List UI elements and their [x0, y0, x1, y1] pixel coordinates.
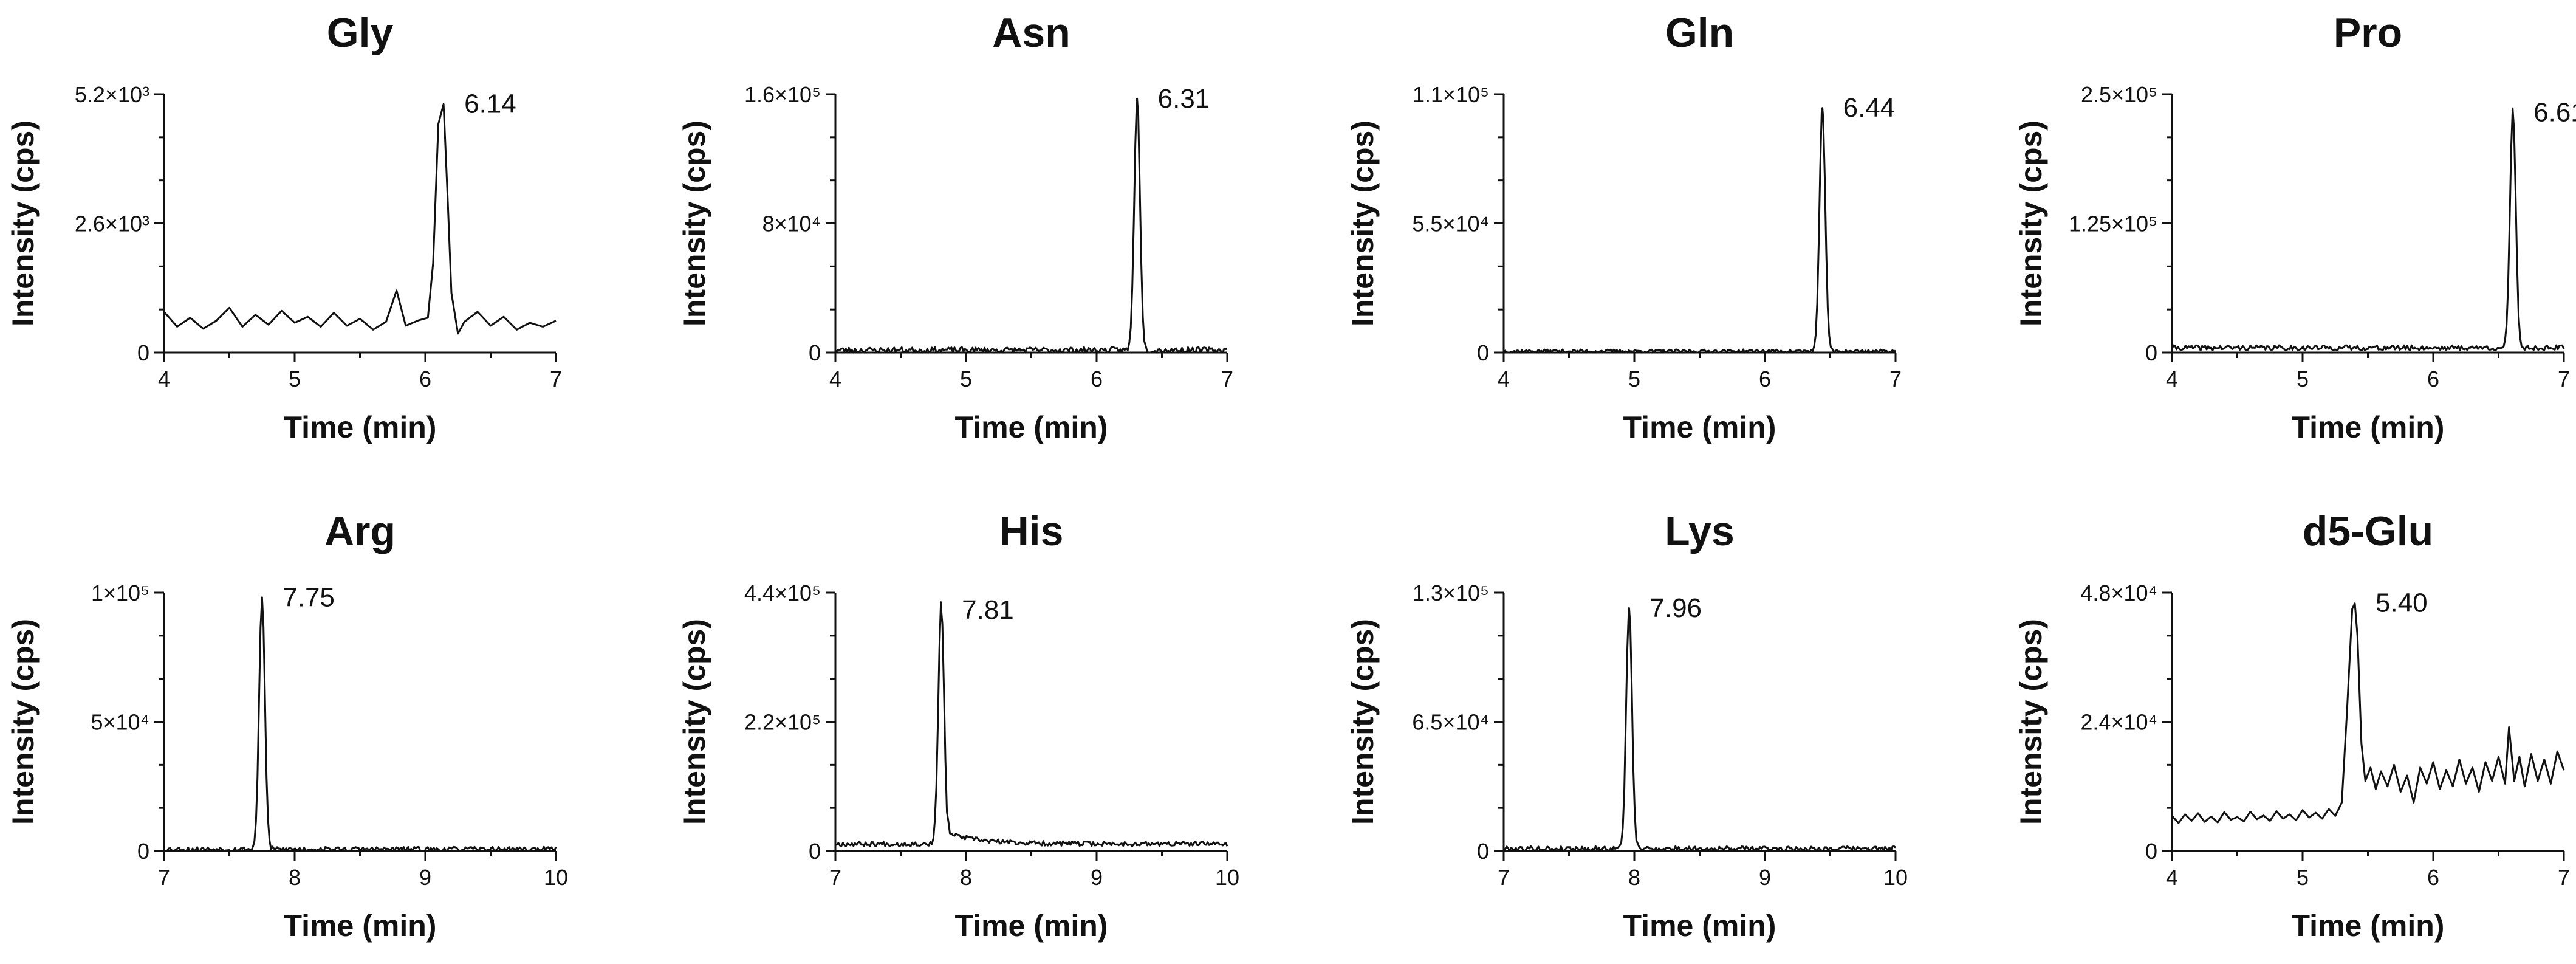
y-tick-label-gln: 1.1×10⁵ [1413, 82, 1489, 107]
x-tick-label-d5-glu: 6 [2427, 865, 2439, 890]
x-tick-label-pro: 4 [2166, 367, 2178, 391]
y-tick-label-asn: 1.6×10⁵ [744, 82, 821, 107]
peak-label-gln: 6.44 [1843, 93, 1896, 123]
peak-label-d5-glu: 5.40 [2376, 588, 2428, 618]
x-tick-label-gln: 7 [1889, 367, 1902, 391]
y-tick-label-asn: 8×10⁴ [762, 212, 821, 236]
x-tick-label-asn: 7 [1221, 367, 1233, 391]
x-tick-label-arg: 8 [289, 865, 301, 890]
chromatogram-trace-pro [2171, 107, 2565, 352]
chromatogram-trace-gln [1503, 107, 1897, 354]
x-tick-label-lys: 10 [1883, 865, 1908, 890]
x-tick-label-asn: 6 [1091, 367, 1103, 391]
chart-title-pro: Pro [2334, 10, 2402, 56]
x-tick-label-lys: 8 [1628, 865, 1640, 890]
y-tick-label-pro: 1.25×10⁵ [2069, 212, 2157, 236]
y-tick-label-his: 2.2×10⁵ [744, 710, 821, 735]
y-tick-label-asn: 0 [809, 340, 821, 365]
chromatogram-trace-his [835, 601, 1228, 847]
y-tick-label-gln: 0 [1477, 340, 1489, 365]
x-tick-label-arg: 7 [158, 865, 170, 890]
x-axis-label-gln: Time (min) [1623, 410, 1776, 444]
x-tick-label-lys: 7 [1498, 865, 1510, 890]
chart-title-asn: Asn [992, 10, 1070, 56]
y-tick-label-d5-glu: 2.4×10⁴ [2080, 710, 2157, 735]
x-tick-label-d5-glu: 5 [2297, 865, 2309, 890]
chromatogram-trace-asn [835, 97, 1228, 354]
x-tick-label-pro: 6 [2427, 367, 2439, 391]
y-axis-label-his: Intensity (cps) [677, 619, 711, 825]
x-axis-label-his: Time (min) [955, 909, 1108, 943]
x-tick-label-his: 7 [829, 865, 841, 890]
x-tick-label-gly: 6 [419, 367, 431, 391]
x-tick-label-pro: 5 [2297, 367, 2309, 391]
x-tick-label-gly: 4 [158, 367, 170, 391]
x-axis-label-lys: Time (min) [1623, 909, 1776, 943]
peak-label-pro: 6.61 [2533, 98, 2576, 128]
y-tick-label-his: 0 [809, 839, 821, 864]
chart-title-his: His [999, 508, 1064, 554]
chromatogram-trace-gly [163, 103, 557, 335]
x-tick-label-his: 10 [1215, 865, 1239, 890]
chromatogram-trace-lys [1503, 607, 1896, 852]
x-tick-label-gln: 5 [1628, 367, 1640, 391]
y-tick-label-d5-glu: 0 [2145, 839, 2157, 864]
x-tick-label-d5-glu: 7 [2558, 865, 2570, 890]
x-axis-label-asn: Time (min) [955, 410, 1108, 444]
peak-label-lys: 7.96 [1649, 593, 1702, 623]
y-tick-label-lys: 0 [1477, 839, 1489, 864]
x-tick-label-d5-glu: 4 [2166, 865, 2178, 890]
peak-label-arg: 7.75 [283, 583, 335, 613]
y-tick-label-pro: 2.5×10⁵ [2081, 82, 2157, 107]
y-axis-label-d5-glu: Intensity (cps) [2014, 619, 2048, 825]
chart-title-gln: Gln [1665, 10, 1734, 56]
x-tick-label-arg: 10 [544, 865, 568, 890]
chart-title-d5-glu: d5-Glu [2303, 508, 2433, 554]
x-axis-label-gly: Time (min) [284, 410, 437, 444]
x-tick-label-gly: 5 [289, 367, 301, 391]
y-axis-label-arg: Intensity (cps) [6, 619, 40, 825]
x-tick-label-gly: 7 [550, 367, 562, 391]
chart-title-lys: Lys [1665, 508, 1735, 554]
y-tick-label-arg: 1×10⁵ [91, 580, 149, 605]
y-tick-label-his: 4.4×10⁵ [744, 580, 821, 605]
x-tick-label-gln: 4 [1498, 367, 1510, 391]
y-tick-label-gly: 2.6×10³ [75, 212, 149, 236]
y-axis-label-gly: Intensity (cps) [6, 120, 40, 326]
peak-label-gly: 6.14 [464, 89, 516, 119]
chromatogram-trace-arg [163, 596, 557, 852]
x-tick-label-gln: 6 [1759, 367, 1771, 391]
chart-title-arg: Arg [324, 508, 396, 554]
x-tick-label-his: 9 [1091, 865, 1103, 890]
x-tick-label-his: 8 [960, 865, 972, 890]
peak-label-his: 7.81 [962, 595, 1014, 625]
x-axis-label-arg: Time (min) [284, 909, 437, 943]
x-tick-label-asn: 4 [829, 367, 841, 391]
x-tick-label-pro: 7 [2558, 367, 2570, 391]
x-axis-label-pro: Time (min) [2292, 410, 2445, 444]
chromatogram-trace-d5-glu [2171, 602, 2565, 824]
x-tick-label-arg: 9 [419, 865, 431, 890]
x-axis-label-d5-glu: Time (min) [2292, 909, 2445, 943]
y-tick-label-arg: 5×10⁴ [91, 710, 149, 735]
y-tick-label-d5-glu: 4.8×10⁴ [2080, 580, 2157, 605]
peak-label-asn: 6.31 [1158, 84, 1210, 114]
x-tick-label-asn: 5 [960, 367, 972, 391]
y-tick-label-lys: 6.5×10⁴ [1412, 710, 1489, 735]
y-axis-label-gln: Intensity (cps) [1346, 120, 1380, 326]
y-axis-label-lys: Intensity (cps) [1346, 619, 1380, 825]
y-tick-label-lys: 1.3×10⁵ [1413, 580, 1489, 605]
y-axis-label-pro: Intensity (cps) [2014, 120, 2048, 326]
y-tick-label-arg: 0 [137, 839, 149, 864]
y-tick-label-gly: 0 [137, 340, 149, 365]
x-tick-label-lys: 9 [1759, 865, 1771, 890]
y-tick-label-gln: 5.5×10⁴ [1412, 212, 1489, 236]
y-tick-label-gly: 5.2×10³ [75, 82, 149, 107]
y-tick-label-pro: 0 [2145, 340, 2157, 365]
y-axis-label-asn: Intensity (cps) [677, 120, 711, 326]
chart-title-gly: Gly [327, 10, 394, 56]
